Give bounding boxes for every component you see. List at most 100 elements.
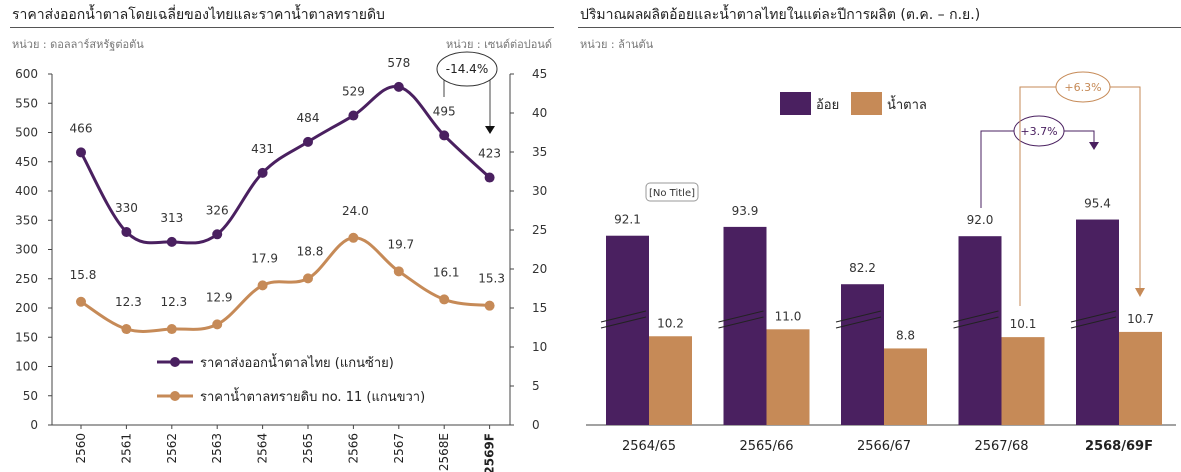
axis-break-mark (600, 310, 647, 323)
axis-break-mark (600, 316, 647, 329)
left-tick-label: 150 (15, 330, 38, 344)
raw-sugar-label: 19.7 (387, 237, 414, 251)
bar-chart-unit: หน่วย : ล้านตัน (580, 38, 654, 51)
raw-sugar-label: 12.3 (115, 295, 142, 309)
right-tick-label: 35 (532, 145, 547, 159)
raw-sugar-point (121, 324, 132, 335)
legend-label: ราคาน้ำตาลทรายดิบ no. 11 (แกนขวา) (200, 387, 425, 405)
raw-sugar-point (166, 324, 177, 335)
export-price-point (121, 226, 132, 237)
export-change-annotation: -14.4% (436, 51, 498, 134)
left-tick-label: 400 (15, 184, 38, 198)
raw-sugar-point (257, 280, 268, 291)
right-tick-label: 10 (532, 340, 547, 354)
left-tick-label: 50 (23, 389, 38, 403)
export-price-label: 313 (160, 211, 183, 225)
sugar-bar (766, 329, 810, 425)
category-label: 2565/66 (739, 439, 793, 454)
category-label: 2566/67 (857, 439, 911, 454)
export-price-label: 578 (387, 56, 410, 70)
legend-label-cane: อ้อย (816, 98, 839, 113)
cane-value-label: 95.4 (1084, 197, 1111, 211)
category-label: 2568/69F (1085, 439, 1153, 454)
cane-value-label: 82.2 (849, 261, 876, 275)
right-tick-label: 15 (532, 301, 547, 315)
change-oval (436, 51, 498, 87)
x-tick-label: 2566 (346, 433, 360, 464)
left-tick-label: 200 (15, 301, 38, 315)
left-tick-label: 100 (15, 360, 38, 374)
sugar-bar (1119, 331, 1162, 425)
tooltip-label: [No Title] (649, 188, 695, 199)
right-tick-label: 30 (532, 184, 547, 198)
raw-sugar-point (393, 266, 404, 277)
category-label: 2567/68 (974, 439, 1028, 454)
right-tick-label: 20 (532, 262, 547, 276)
axis-break-mark (718, 310, 764, 323)
bar-legend: อ้อย น้ำตาล (780, 92, 927, 115)
down-arrow-icon (1089, 142, 1099, 150)
export-price-label: 466 (70, 121, 93, 135)
raw-sugar-point (484, 300, 495, 311)
legend-marker (170, 391, 180, 401)
production-bar-chart: 92.1 10.2 2564/65 93.9 11.0 2565/66 82.2 8.8 256… (586, 71, 1176, 454)
sugar-bar (1001, 337, 1045, 425)
axis-break-mark (953, 316, 999, 329)
export-price-point (212, 229, 223, 240)
down-arrow-icon (1135, 288, 1145, 297)
axis-break-mark (835, 310, 882, 323)
export-price-label: 326 (206, 203, 229, 217)
legend-swatch-cane (780, 92, 811, 115)
sugar-change-annotation: +6.3% (1019, 71, 1145, 306)
axis-break-mark (1070, 316, 1117, 329)
left-tick-label: 550 (15, 96, 38, 110)
price-line-chart: 0 50 100 150 200 250 300 350 400 450 500 550 600 0 5 10… (15, 51, 547, 472)
x-tick-label: 2560 (74, 433, 88, 464)
export-price-point (348, 110, 359, 121)
right-tick-label: 45 (532, 67, 547, 81)
export-price-point (303, 136, 313, 147)
right-tick-label: 0 (532, 418, 540, 432)
cane-value-label: 92.0 (967, 213, 994, 227)
cane-change-annotation: +3.7% (980, 115, 1099, 208)
no-title-tooltip: [No Title] (645, 182, 699, 202)
right-title-rule (578, 27, 1181, 28)
x-tick-label: 2561 (119, 433, 133, 464)
x-tick-label: 2569F (483, 433, 497, 472)
cane-value-label: 92.1 (614, 213, 641, 227)
sugar-bar (649, 336, 692, 425)
legend-marker (170, 357, 180, 367)
left-tick-label: 350 (15, 213, 38, 227)
raw-sugar-label: 16.1 (433, 265, 460, 279)
sugar-value-label: 10.2 (657, 316, 684, 330)
legend-swatch-sugar (851, 92, 882, 115)
x-tick-label: 2563 (210, 433, 224, 464)
right-tick-label: 25 (532, 223, 547, 237)
left-tick-label: 300 (15, 243, 38, 257)
right-axis-unit: หน่วย : เซนต์ต่อปอนด์ (446, 38, 552, 51)
cane-bar (1076, 219, 1119, 425)
export-price-label: 423 (478, 147, 501, 161)
x-tick-label: 2568E (437, 433, 451, 471)
raw-sugar-label: 18.8 (297, 244, 324, 258)
raw-sugar-line (80, 236, 490, 333)
export-price-point (257, 167, 268, 178)
export-change-label: -14.4% (446, 62, 488, 76)
down-arrow-icon (485, 126, 495, 134)
axis-break-mark (835, 316, 882, 329)
export-price-label: 495 (433, 104, 456, 118)
raw-sugar-point (212, 319, 223, 330)
export-price-label: 330 (115, 201, 138, 215)
raw-sugar-label: 15.3 (478, 272, 505, 286)
raw-sugar-label: 24.0 (342, 204, 369, 218)
axis-break-mark (953, 310, 999, 323)
left-tick-label: 500 (15, 126, 38, 140)
cane-change-oval (1013, 115, 1065, 147)
right-chart-panel: ปริมาณผลผลิตอ้อยและน้ำตาลไทยในแต่ละปีการ… (578, 0, 1181, 472)
raw-sugar-label: 15.8 (70, 268, 97, 282)
cane-bar (723, 226, 767, 425)
legend-label-sugar: น้ำตาล (887, 95, 927, 113)
raw-sugar-label: 12.3 (160, 295, 187, 309)
export-price-point (76, 147, 86, 158)
x-tick-label: 2567 (392, 433, 406, 464)
